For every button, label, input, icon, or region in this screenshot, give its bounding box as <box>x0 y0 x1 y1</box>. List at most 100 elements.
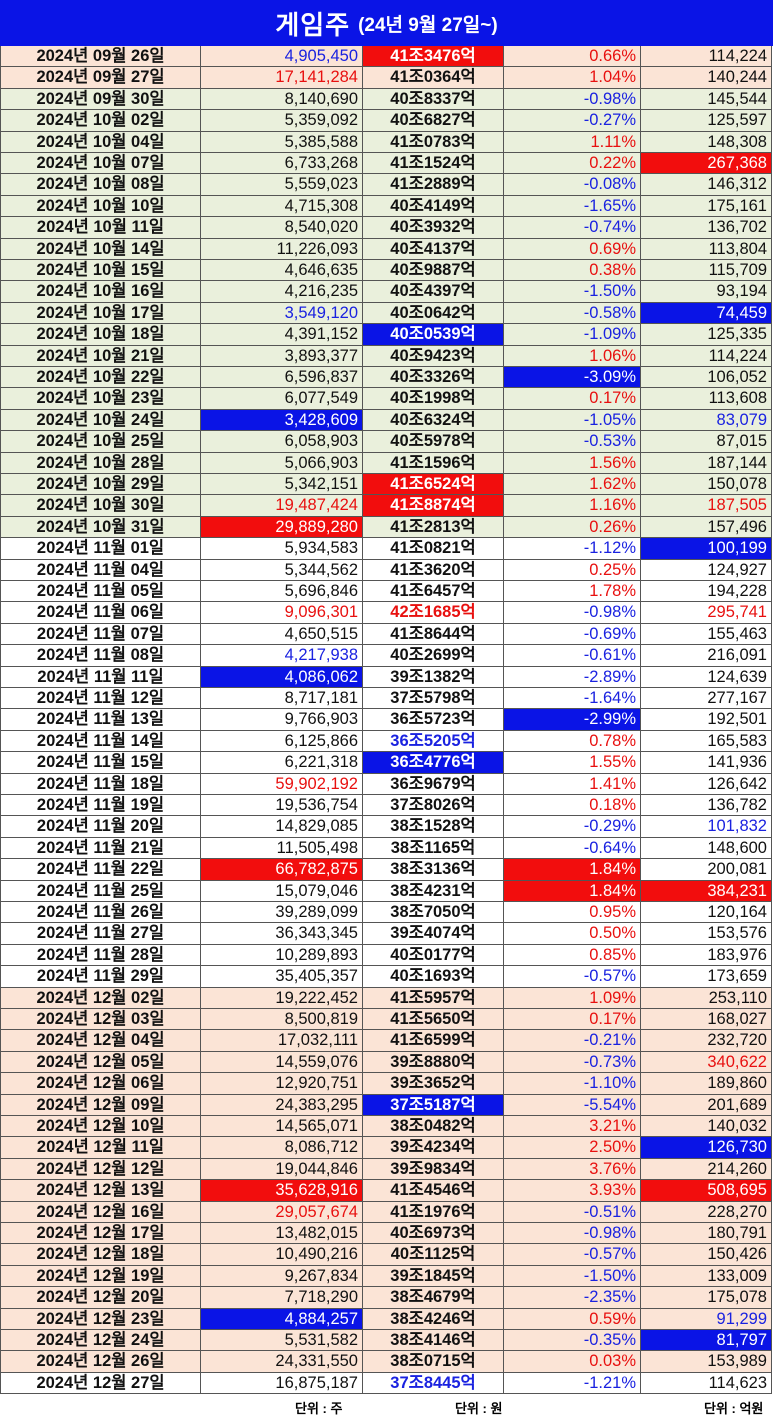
trade-amount-cell: 214,260 <box>640 1158 772 1180</box>
table-row: 2024년 11월 05일 5,696,846 41조6457억 1.78% 194,2… <box>0 581 772 603</box>
market-cap-cell: 41조3476억 <box>362 46 503 67</box>
volume-cell: 17,032,111 <box>200 1030 362 1051</box>
change-rate-cell: -1.64% <box>503 688 640 709</box>
market-cap-cell: 41조5957억 <box>362 987 503 1008</box>
date-cell: 2024년 12월 18일 <box>0 1244 200 1265</box>
volume-cell: 24,383,295 <box>200 1094 362 1115</box>
unit-volume: 단위 : 주 <box>295 1401 343 1416</box>
table-row: 2024년 12월 19일 9,267,834 39조1845억 -1.50% 133,… <box>0 1265 772 1288</box>
market-cap-cell: 40조6973억 <box>362 1223 503 1244</box>
volume-cell: 9,096,301 <box>200 602 362 623</box>
trade-amount-cell: 124,927 <box>640 559 772 580</box>
trade-amount-cell: 114,623 <box>640 1372 772 1394</box>
trade-amount-cell: 100,199 <box>640 538 772 559</box>
table-row: 2024년 10월 07일 6,733,268 41조1524억 0.22% 267,3… <box>0 153 772 175</box>
market-cap-cell: 38조1528억 <box>362 816 503 837</box>
change-rate-cell: -1.05% <box>503 409 640 431</box>
change-rate-cell: -3.09% <box>503 367 640 388</box>
market-cap-cell: 40조6827억 <box>362 110 503 131</box>
trade-amount-cell: 200,081 <box>640 859 772 880</box>
table-row: 2024년 12월 10일 14,565,071 38조0482억 3.21% 140,… <box>0 1116 772 1138</box>
date-cell: 2024년 10월 16일 <box>0 281 200 302</box>
change-rate-cell: -0.98% <box>503 602 640 623</box>
market-cap-cell: 41조0821억 <box>362 538 503 559</box>
table-row: 2024년 11월 25일 15,079,046 38조4231억 1.84% 384,… <box>0 880 772 902</box>
volume-cell: 14,565,071 <box>200 1116 362 1137</box>
table-row: 2024년 10월 04일 5,385,588 41조0783억 1.11% 148,3… <box>0 131 772 153</box>
change-rate-cell: 1.09% <box>503 987 640 1008</box>
market-cap-cell: 40조9423억 <box>362 345 503 366</box>
market-cap-cell: 36조4776억 <box>362 752 503 773</box>
change-rate-cell: -0.57% <box>503 966 640 987</box>
volume-cell: 35,405,357 <box>200 966 362 987</box>
trade-amount-cell: 140,244 <box>640 67 772 88</box>
change-rate-cell: 0.25% <box>503 559 640 580</box>
trade-amount-cell: 148,600 <box>640 837 772 859</box>
trade-amount-cell: 295,741 <box>640 602 772 623</box>
volume-cell: 5,344,562 <box>200 559 362 580</box>
change-rate-cell: -0.74% <box>503 217 640 238</box>
date-cell: 2024년 12월 19일 <box>0 1265 200 1287</box>
volume-cell: 10,490,216 <box>200 1244 362 1265</box>
table-row: 2024년 09월 30일 8,140,690 40조8337억 -0.98% 145,… <box>0 88 772 111</box>
change-rate-cell: -0.69% <box>503 623 640 645</box>
trade-amount-cell: 201,689 <box>640 1094 772 1115</box>
table-row: 2024년 11월 20일 14,829,085 38조1528억 -0.29% 101… <box>0 816 772 838</box>
change-rate-cell: 0.18% <box>503 795 640 816</box>
change-rate-cell: 0.95% <box>503 902 640 923</box>
table-row: 2024년 11월 15일 6,221,318 36조4776억 1.55% 141,9… <box>0 752 772 774</box>
table-row: 2024년 10월 15일 4,646,635 40조9887억 0.38% 115,7… <box>0 260 772 282</box>
volume-cell: 4,216,235 <box>200 281 362 302</box>
table-row: 2024년 10월 25일 6,058,903 40조5978억 -0.53% 87,0… <box>0 431 772 453</box>
trade-amount-cell: 74,459 <box>640 302 772 324</box>
date-cell: 2024년 11월 12일 <box>0 688 200 709</box>
volume-cell: 3,428,609 <box>200 409 362 431</box>
date-cell: 2024년 12월 11일 <box>0 1137 200 1158</box>
market-cap-cell: 38조3136억 <box>362 859 503 880</box>
change-rate-cell: -0.27% <box>503 110 640 131</box>
volume-cell: 6,596,837 <box>200 367 362 388</box>
market-cap-cell: 41조6599억 <box>362 1030 503 1051</box>
date-cell: 2024년 11월 07일 <box>0 623 200 645</box>
change-rate-cell: -0.61% <box>503 645 640 666</box>
table-row: 2024년 10월 31일 29,889,280 41조2813억 0.26% 157,… <box>0 516 772 539</box>
date-cell: 2024년 12월 12일 <box>0 1158 200 1180</box>
trade-amount-cell: 125,597 <box>640 110 772 131</box>
market-cap-cell: 41조5650억 <box>362 1009 503 1030</box>
date-cell: 2024년 10월 18일 <box>0 324 200 345</box>
table-row: 2024년 10월 18일 4,391,152 40조0539억 -1.09% 125,… <box>0 324 772 346</box>
change-rate-cell: -1.10% <box>503 1073 640 1094</box>
trade-amount-cell: 175,078 <box>640 1287 772 1308</box>
trade-amount-cell: 91,299 <box>640 1308 772 1329</box>
date-cell: 2024년 12월 04일 <box>0 1030 200 1051</box>
market-cap-cell: 41조1524억 <box>362 153 503 174</box>
volume-cell: 6,733,268 <box>200 153 362 174</box>
change-rate-cell: -0.35% <box>503 1330 640 1351</box>
table-row: 2024년 09월 27일 17,141,284 41조0364억 1.04% 140,… <box>0 67 772 89</box>
volume-cell: 4,905,450 <box>200 46 362 67</box>
table-row: 2024년 12월 13일 35,628,916 41조4546억 3.93% 508,… <box>0 1180 772 1202</box>
change-rate-cell: 2.50% <box>503 1137 640 1158</box>
date-cell: 2024년 10월 30일 <box>0 495 200 516</box>
trade-amount-cell: 125,335 <box>640 324 772 345</box>
market-cap-cell: 39조4234억 <box>362 1137 503 1158</box>
volume-cell: 9,766,903 <box>200 709 362 730</box>
trade-amount-cell: 228,270 <box>640 1201 772 1222</box>
trade-amount-cell: 120,164 <box>640 902 772 923</box>
date-cell: 2024년 09월 26일 <box>0 46 200 67</box>
table-row: 2024년 10월 10일 4,715,308 40조4149억 -1.65% 175,… <box>0 195 772 218</box>
volume-cell: 3,893,377 <box>200 345 362 366</box>
market-cap-cell: 40조5978억 <box>362 431 503 452</box>
trade-amount-cell: 113,608 <box>640 388 772 409</box>
volume-cell: 8,717,181 <box>200 688 362 709</box>
date-cell: 2024년 12월 13일 <box>0 1180 200 1201</box>
table-row: 2024년 12월 26일 24,331,550 38조0715억 0.03% 153,… <box>0 1351 772 1373</box>
trade-amount-cell: 180,791 <box>640 1223 772 1244</box>
trade-amount-cell: 187,505 <box>640 495 772 516</box>
volume-cell: 3,549,120 <box>200 302 362 324</box>
volume-cell: 35,628,916 <box>200 1180 362 1201</box>
market-cap-cell: 41조6457억 <box>362 581 503 602</box>
change-rate-cell: -1.50% <box>503 281 640 302</box>
trade-amount-cell: 113,804 <box>640 238 772 259</box>
change-rate-cell: 1.84% <box>503 859 640 880</box>
